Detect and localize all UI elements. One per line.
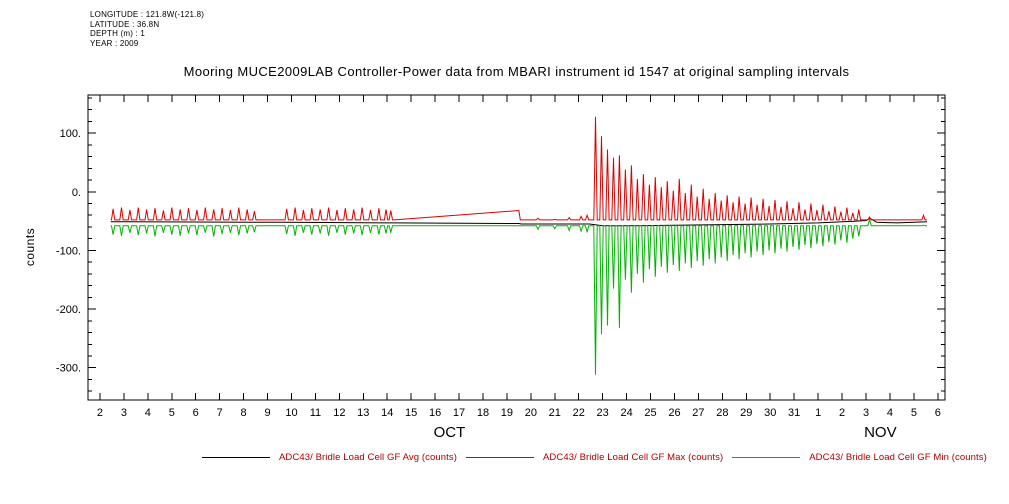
x-tick-label: 15 [405, 407, 417, 419]
x-tick-label: 16 [429, 407, 441, 419]
legend-max-label: ADC43/ Bridle Load Cell GF Max (counts) [542, 452, 724, 463]
legend-avg-label: ADC43/ Bridle Load Cell GF Avg (counts) [279, 452, 457, 463]
x-tick-label: 11 [310, 407, 321, 419]
legend-item-max: ADC43/ Bridle Load Cell GF Max (counts) [465, 452, 724, 463]
x-tick-label: 22 [573, 407, 585, 419]
y-tick-label: -100. [56, 245, 81, 257]
x-tick-label: 23 [597, 407, 609, 419]
x-tick-label: 4 [145, 407, 151, 419]
min-series-line [110, 217, 927, 375]
x-tick-label: 5 [169, 407, 175, 419]
x-tick-label: 24 [620, 407, 632, 419]
x-tick-label: 3 [863, 407, 869, 419]
y-tick-label: 0. [72, 187, 81, 199]
x-tick-label: 13 [357, 407, 369, 419]
legend-min-line-swatch [732, 457, 801, 458]
x-tick-label: 3 [121, 407, 127, 419]
x-tick-label: 2 [97, 407, 103, 419]
x-tick-label: 17 [453, 407, 465, 419]
x-tick-label: 31 [788, 407, 800, 419]
y-tick-label: 100. [60, 128, 81, 140]
x-tick-label: 30 [764, 407, 776, 419]
x-tick-label: 9 [264, 407, 270, 419]
x-tick-label: 26 [668, 407, 680, 419]
chart-title: Mooring MUCE2009LAB Controller-Power dat… [183, 64, 850, 79]
meta-year: YEAR : 2009 [90, 38, 139, 48]
month-label: NOV [864, 424, 897, 441]
x-tick-label: 25 [644, 407, 656, 419]
meta-longitude: LONGITUDE : 121.8W(-121.8) [90, 10, 205, 19]
x-tick-label: 6 [935, 407, 941, 419]
y-tick-label: -200. [56, 304, 81, 316]
x-tick-label: 20 [525, 407, 537, 419]
x-tick-label: 27 [692, 407, 704, 419]
x-tick-label: 28 [716, 407, 728, 419]
x-tick-label: 18 [477, 407, 489, 419]
legend-min-label: ADC43/ Bridle Load Cell GF Min (counts) [809, 452, 987, 463]
meta-latitude: LATITUDE : 36.8N [90, 19, 160, 29]
x-tick-label: 19 [501, 407, 513, 419]
legend-item-min: ADC43/ Bridle Load Cell GF Min (counts) [732, 452, 987, 463]
x-tick-label: 21 [549, 407, 561, 419]
x-tick-label: 12 [333, 407, 345, 419]
x-tick-label: 2 [839, 407, 845, 419]
x-tick-label: 10 [285, 407, 297, 419]
legend-avg-line-swatch [202, 457, 270, 458]
x-tick-label: 7 [217, 407, 223, 419]
legend-item-avg: ADC43/ Bridle Load Cell GF Avg (counts) [202, 452, 457, 463]
legend-max-line-swatch [465, 457, 534, 458]
avg-series-line [110, 217, 928, 227]
x-tick-label: 29 [740, 407, 752, 419]
max-series-line [110, 116, 927, 221]
x-tick-label: 1 [815, 407, 821, 419]
metadata-block: LONGITUDE : 121.8W(-121.8) LATITUDE : 36… [90, 10, 204, 48]
x-tick-label: 4 [887, 407, 893, 419]
legend: ADC43/ Bridle Load Cell GF Avg (counts) … [202, 452, 987, 463]
x-tick-label: 14 [381, 407, 393, 419]
meta-depth: DEPTH (m) : 1 [90, 29, 146, 38]
plot-frame [87, 94, 946, 401]
x-tick-label: 8 [241, 407, 247, 419]
x-tick-label: 6 [193, 407, 199, 419]
x-tick-label: 5 [911, 407, 917, 419]
month-label: OCT [434, 424, 466, 441]
y-tick-label: -300. [56, 363, 81, 375]
